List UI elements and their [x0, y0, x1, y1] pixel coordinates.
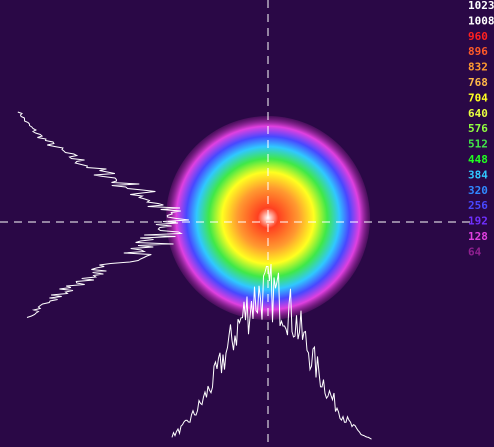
scale-label: 576 [468, 122, 488, 135]
color-scale: 1023 1008 960 896 832 768 704 640 576 512 448 384 32… [468, 0, 494, 258]
scale-label: 384 [468, 168, 488, 181]
scale-label: 512 [468, 138, 488, 151]
scale-label: 832 [468, 61, 488, 74]
scale-label: 960 [468, 30, 488, 43]
vertical-profile [171, 263, 372, 440]
scale-label: 192 [468, 215, 488, 228]
scale-label: 640 [468, 107, 488, 120]
scale-label: 768 [468, 76, 488, 89]
scale-label: 1023 [468, 0, 494, 12]
scale-label: 448 [468, 153, 488, 166]
horizontal-profile [17, 111, 189, 318]
scale-label: 128 [468, 230, 488, 243]
scale-label: 64 [468, 245, 482, 258]
scale-label: 704 [468, 91, 488, 104]
scale-label: 896 [468, 45, 488, 58]
scale-label: 256 [468, 199, 488, 212]
scale-label: 320 [468, 184, 488, 197]
scale-label: 1008 [468, 14, 494, 27]
